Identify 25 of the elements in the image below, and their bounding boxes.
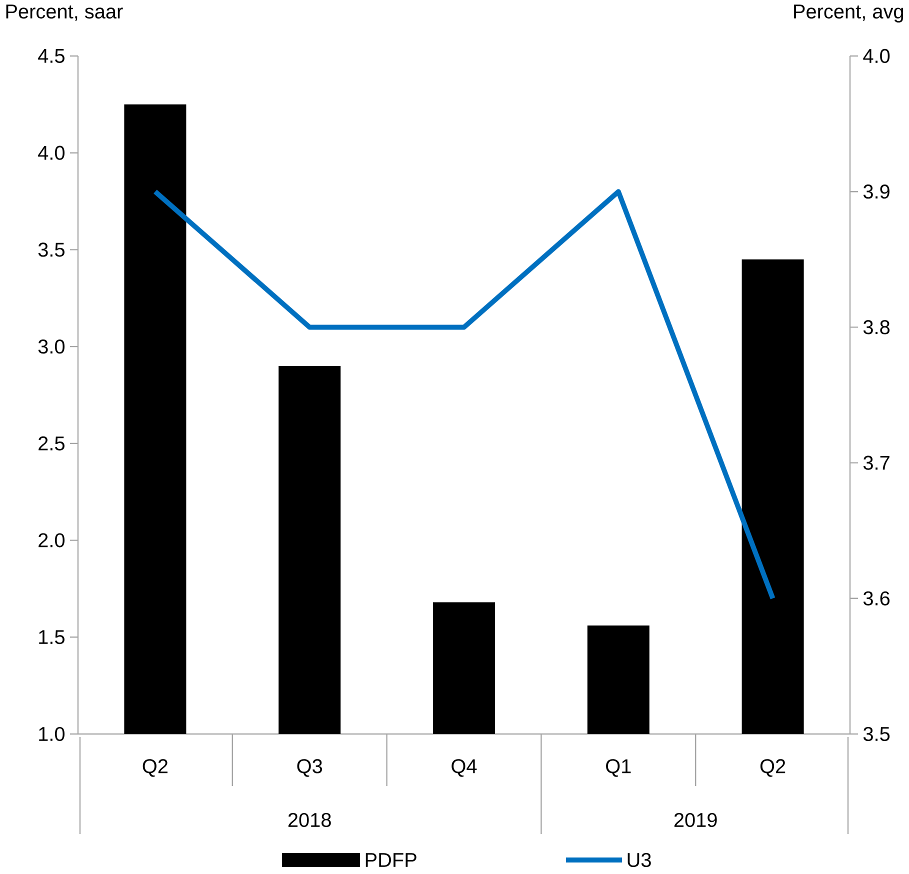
text: 2019 <box>674 812 717 828</box>
y2-axis-title: Percent, avg <box>794 4 904 23</box>
y2-tick-label: 3.9 <box>863 184 890 199</box>
y-axis-title: Percent, saar <box>6 4 123 21</box>
legend-label: PDFP <box>366 853 416 867</box>
x-tick-label: Q2 <box>760 759 786 777</box>
y2-tick-label: 3.6 <box>863 591 890 606</box>
y-tick-label: 3.5 <box>38 242 64 257</box>
x-tick-label: Q2 <box>142 759 168 777</box>
x-tick-label: Q4 <box>452 759 477 777</box>
y-tick-label: 2.0 <box>38 533 65 548</box>
y2-tick-label: 4.0 <box>863 48 890 64</box>
text: 2018 <box>288 812 331 828</box>
y-tick-label: 1.0 <box>39 726 65 742</box>
y-tick-label: 4.5 <box>38 49 64 63</box>
y2-tick-label: 3.8 <box>863 320 890 334</box>
y-tick-label: 4.0 <box>38 146 65 160</box>
y-tick-label: 1.5 <box>39 630 64 644</box>
y2-tick-label: 3.7 <box>863 456 890 470</box>
legend-label: U3 <box>628 852 651 868</box>
y2-tick-label: 3.5 <box>863 726 890 742</box>
x-tick-label: Q1 <box>606 759 631 777</box>
x-tick-label: Q3 <box>297 759 322 777</box>
y-tick-label: 2.5 <box>38 436 64 450</box>
y-tick-label: 3.0 <box>38 340 65 354</box>
